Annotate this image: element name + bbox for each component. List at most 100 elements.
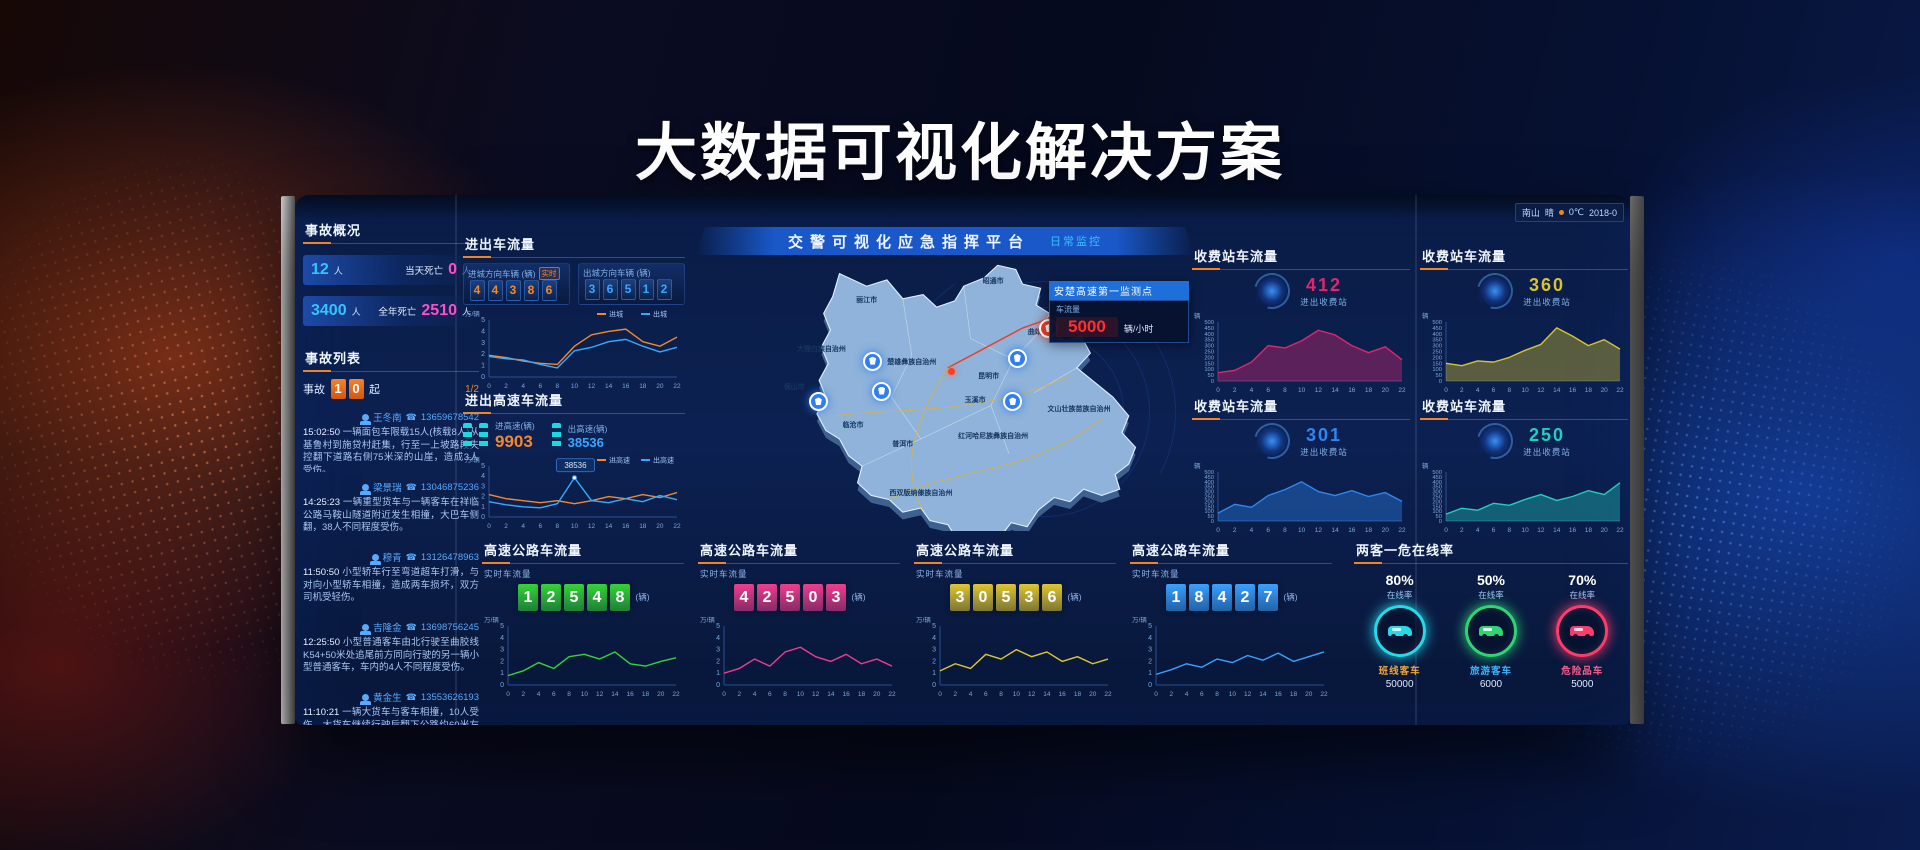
svg-text:14: 14 xyxy=(1259,691,1267,698)
police-marker[interactable] xyxy=(872,381,892,401)
svg-text:出城: 出城 xyxy=(653,310,667,319)
weather-icon xyxy=(1558,210,1564,215)
dashboard-screen: 南山 晴 0℃ 2018-0 事故概况 12 人 当天死亡 0 人 3400 人… xyxy=(295,195,1630,725)
online-rate-label: 在线率 xyxy=(1569,590,1596,600)
svg-text:18: 18 xyxy=(642,691,650,698)
toll-sublabel: 进出收费站 xyxy=(1523,446,1571,457)
police-marker[interactable] xyxy=(1007,348,1027,368)
svg-text:6: 6 xyxy=(1492,387,1496,394)
svg-text:14: 14 xyxy=(605,523,613,530)
accident-description: 11:10:21 一辆大货车与客车相撞，10人受伤，大货车继续行驶后翻下公路约6… xyxy=(303,707,479,725)
svg-text:50: 50 xyxy=(1436,514,1442,520)
province-map[interactable]: 昭通市 丽江市 曲靖市 大理白族自治州 楚雄彝族自治州 昆明市 保山市 玉溪市 … xyxy=(731,259,1189,531)
svg-text:0: 0 xyxy=(1444,527,1448,534)
map-city-label: 保山市 xyxy=(783,383,805,391)
gauge-ring xyxy=(1373,605,1426,657)
svg-text:1: 1 xyxy=(716,670,720,677)
svg-text:8: 8 xyxy=(999,691,1003,698)
panel-title: 高速公路车流量 xyxy=(1130,539,1332,564)
panel-title: 收费站车流量 xyxy=(1420,245,1628,270)
panel-title: 高速公路车流量 xyxy=(914,539,1116,564)
online-rate-panel: 两客一危在线率 80% 在线率 班线客车 50000 50% xyxy=(1354,539,1628,705)
svg-text:16: 16 xyxy=(622,523,630,530)
accident-entry[interactable]: 吉隆金 ☎ 13698756245 12:25:50 小型普通客车由北行驶至曲胶… xyxy=(303,617,479,682)
svg-text:500: 500 xyxy=(1204,320,1214,326)
io-highway-stats: 进高速(辆) 9903 出高速(辆) 38536 xyxy=(463,420,685,452)
svg-text:2: 2 xyxy=(1169,691,1173,698)
svg-text:4: 4 xyxy=(969,691,973,698)
highway-out-value: 38536 xyxy=(567,434,604,450)
police-marker[interactable] xyxy=(863,351,883,371)
svg-text:450: 450 xyxy=(1204,475,1214,481)
svg-text:12: 12 xyxy=(1315,527,1323,534)
svg-text:0: 0 xyxy=(487,523,491,530)
io-city-line-chart: 0 1 2 3 4 5 0 2 4 6 8 10 12 14 16 18 20 22 万/辆 进城 出城 xyxy=(463,308,685,390)
tooltip-title: 安楚高速第一监测点 xyxy=(1049,281,1189,300)
police-marker[interactable] xyxy=(1003,392,1023,412)
accident-time: 14:25:23 xyxy=(303,497,340,508)
svg-text:4: 4 xyxy=(500,635,504,642)
svg-text:16: 16 xyxy=(1059,691,1067,698)
svg-text:20: 20 xyxy=(873,691,881,698)
reporter-phone: 13553626193 xyxy=(420,691,479,703)
outbound-label: 出城方向车辆 (辆) xyxy=(583,268,651,278)
svg-text:6: 6 xyxy=(1200,691,1204,698)
svg-text:18: 18 xyxy=(639,523,647,530)
highway-line-chart: 0 1 2 3 4 5 0 2 4 6 8 10 12 14 16 18 20 22 万/辆 xyxy=(698,614,900,698)
segment-toggle[interactable] xyxy=(551,422,561,450)
svg-text:8: 8 xyxy=(556,523,560,530)
accident-description: 11:50:50 小型轿车行至弯道超车打滑，与对向小型轿车相撞，造成两车损坏，双… xyxy=(303,567,479,605)
online-percent: 50% xyxy=(1476,572,1505,588)
svg-text:350: 350 xyxy=(1432,485,1442,491)
svg-text:22: 22 xyxy=(1398,527,1406,534)
panel-title: 进出车流量 xyxy=(463,233,685,258)
svg-text:6: 6 xyxy=(984,691,988,698)
screen-seam xyxy=(1415,195,1417,725)
unit-label: 人 xyxy=(333,265,343,276)
accident-description: 15:02:50 一辆面包车限载15人(核载8人)从基鲁村到施贷村赶集，行至一上… xyxy=(303,427,479,472)
svg-text:辆: 辆 xyxy=(1422,311,1429,320)
inbound-label: 进城方向车辆 (辆) xyxy=(468,268,536,279)
daily-monitor-button[interactable]: 日常监控 xyxy=(1050,236,1102,248)
svg-text:300: 300 xyxy=(1204,344,1214,350)
svg-text:18: 18 xyxy=(1585,387,1593,394)
accident-entry[interactable]: 穆青 ☎ 13126478963 11:50:50 小型轿车行至弯道超车打滑，与… xyxy=(303,547,479,612)
map-city-label: 昆明市 xyxy=(978,372,1000,380)
toll-value: 250 xyxy=(1528,424,1566,445)
highway-line-chart: 0 1 2 3 4 5 0 2 4 6 8 10 12 14 16 18 20 22 万/辆 xyxy=(914,614,1116,698)
accident-entry[interactable]: 黄金生 ☎ 13553626193 11:10:21 一辆大货车与客车相撞，10… xyxy=(303,687,479,726)
svg-text:0: 0 xyxy=(506,691,510,698)
svg-text:2: 2 xyxy=(953,691,957,698)
pagination[interactable]: 1/2 xyxy=(465,383,479,395)
phone-icon: ☎ xyxy=(405,551,417,562)
segment-toggle[interactable] xyxy=(463,422,472,450)
svg-text:4: 4 xyxy=(1148,635,1152,642)
panel-title: 高速公路车流量 xyxy=(482,539,684,564)
svg-text:100: 100 xyxy=(1432,367,1442,373)
panel-title: 两客一危在线率 xyxy=(1354,539,1628,564)
phone-icon: ☎ xyxy=(405,621,417,632)
svg-text:5: 5 xyxy=(481,463,485,470)
entry-header: 梁景瑞 ☎ 13046875236 xyxy=(303,480,479,495)
svg-text:2: 2 xyxy=(481,494,485,501)
accident-entry[interactable]: 王冬南 ☎ 13659678542 15:02:50 一辆面包车限载15人(核载… xyxy=(303,407,479,473)
svg-text:万/辆: 万/辆 xyxy=(465,455,480,464)
deaths-today-label: 当天死亡 xyxy=(405,266,444,277)
svg-text:20: 20 xyxy=(1601,527,1609,534)
svg-text:3: 3 xyxy=(500,647,504,654)
accident-entry[interactable]: 梁景瑞 ☎ 13046875236 14:25:23 一辆重型货车与一辆客车在祥… xyxy=(303,477,479,542)
accident-description: 14:25:23 一辆重型货车与一辆客车在祥临公路马鞍山隧道附近发生相撞，大巴车… xyxy=(303,497,479,535)
vehicle-type-label: 班线客车 xyxy=(1378,666,1421,677)
toll-sublabel: 进出收费站 xyxy=(1300,296,1348,307)
segment-toggle[interactable] xyxy=(479,422,488,450)
police-marker[interactable] xyxy=(808,392,828,412)
reporter-name: 穆青 xyxy=(382,553,402,564)
svg-text:22: 22 xyxy=(1616,527,1624,534)
svg-text:20: 20 xyxy=(1382,527,1390,534)
svg-text:万/辆: 万/辆 xyxy=(484,615,499,624)
vehicle-icon xyxy=(1570,626,1595,639)
svg-text:50: 50 xyxy=(1208,373,1214,379)
svg-text:400: 400 xyxy=(1204,480,1214,486)
